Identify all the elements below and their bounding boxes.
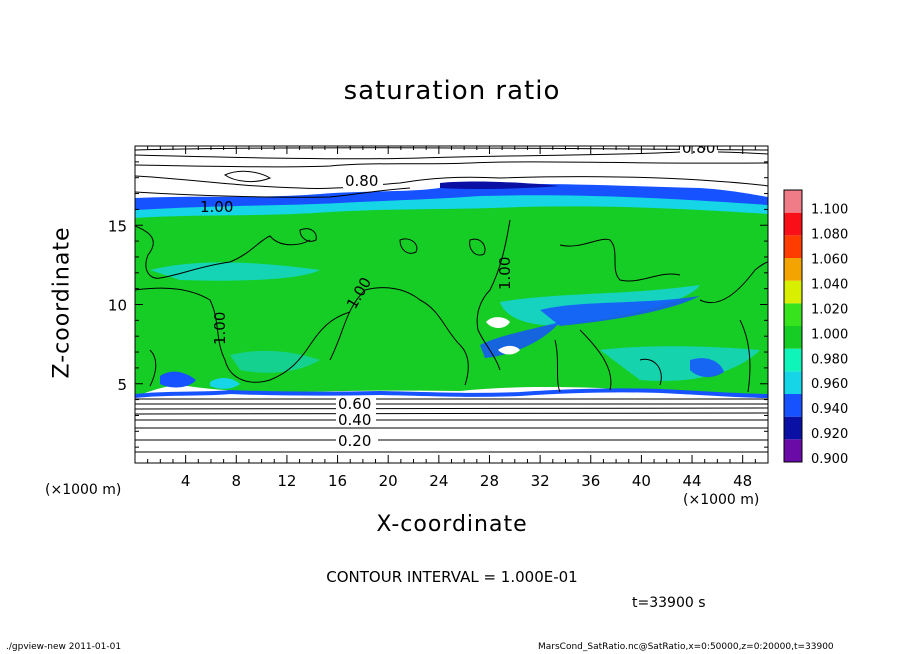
time-stamp: t=33900 s: [632, 595, 706, 611]
y-tick-label: 5: [117, 376, 127, 394]
colorbar-swatch: [784, 348, 802, 372]
y-axis-unit: (×1000 m): [45, 482, 122, 498]
y-tick-label: 10: [108, 297, 127, 315]
upper-moist-band-dark: [440, 181, 560, 190]
saturation-contours: [135, 219, 768, 393]
dry-pocket: [498, 345, 520, 355]
colorbar-label: 0.960: [811, 377, 848, 392]
colorbar-swatch: [784, 416, 802, 440]
saturated-core: [135, 206, 768, 396]
x-tick-label: 12: [277, 472, 296, 490]
colorbar-label: 0.980: [811, 352, 848, 367]
x-tick-label: 28: [480, 472, 499, 490]
dry-pocket: [486, 317, 510, 328]
colorbar-swatch: [784, 258, 802, 281]
colorbar-swatch: [784, 235, 802, 258]
x-tick-label: 8: [232, 472, 242, 490]
colorbar-label: 1.060: [811, 253, 848, 268]
x-tick-label: 20: [379, 472, 398, 490]
colorbar-swatch: [784, 371, 802, 394]
colorbar-label: 1.000: [811, 327, 848, 342]
x-axis-unit: (×1000 m): [683, 492, 760, 508]
contour-interval: CONTOUR INTERVAL = 1.000E-01: [326, 568, 578, 586]
y-tick-label: 15: [108, 217, 127, 235]
contour-label: 0.80: [682, 139, 715, 157]
colorbar-label: 1.100: [811, 203, 848, 218]
colorbar-label: 1.020: [811, 302, 848, 317]
colorbar-swatch: [784, 394, 802, 417]
contour-label: 1.00: [200, 198, 233, 216]
colorbar-label: 1.040: [811, 277, 848, 292]
colorbar-label: 0.940: [811, 402, 848, 417]
chart-title: saturation ratio: [343, 76, 561, 106]
colorbar: 0.900 0.920 0.940 0.960 0.980 1.000 1.020 1.040…: [783, 189, 848, 467]
contour-label: 0.20: [338, 432, 371, 450]
contour-label: 0.40: [338, 411, 371, 429]
contour-label: 0.80: [345, 172, 378, 190]
x-axis-label: X-coordinate: [376, 512, 528, 537]
blue-patch: [540, 296, 700, 326]
lower-moist-edge: [135, 388, 768, 398]
contour-label: 1.00: [496, 257, 514, 290]
x-tick-label: 24: [429, 472, 448, 490]
x-tick-label: 48: [733, 472, 752, 490]
colorbar-swatch: [784, 303, 802, 326]
x-tick-label: 44: [682, 472, 701, 490]
cyan-patch: [150, 262, 320, 281]
colorbar-swatch: [784, 326, 802, 349]
lower-moist-blob: [210, 378, 240, 389]
colorbar-label: 0.920: [811, 427, 848, 442]
colorbar-swatch: [784, 190, 802, 213]
colorbar-frame: [783, 189, 803, 463]
colorbar-swatch: [784, 439, 802, 462]
x-tick-label: 16: [328, 472, 347, 490]
colorbar-label: 1.080: [811, 228, 848, 243]
lower-moist-blob: [160, 371, 196, 388]
contour-labels: 0.80 0.80 1.00 1.00 1.00 1.00 0.60 0.40 …: [200, 139, 718, 450]
y-axis-label: Z-coordinate: [49, 226, 75, 379]
blue-patch: [690, 358, 724, 378]
colorbar-swatch: [784, 280, 802, 304]
x-tick-label: 32: [531, 472, 550, 490]
contour-label: 1.00: [211, 312, 229, 345]
colorbar-label: 0.900: [811, 452, 848, 467]
footer-source: MarsCond_SatRatio.nc@SatRatio,x=0:50000,…: [538, 642, 834, 652]
cyan-patch: [230, 350, 320, 373]
x-tick-label: 40: [632, 472, 651, 490]
x-tick-label: 36: [581, 472, 600, 490]
footer-program: ./gpview-new 2011-01-01: [6, 642, 122, 652]
colorbar-swatch: [784, 212, 802, 236]
contour-label: 0.60: [338, 395, 371, 413]
x-tick-label: 4: [181, 472, 191, 490]
